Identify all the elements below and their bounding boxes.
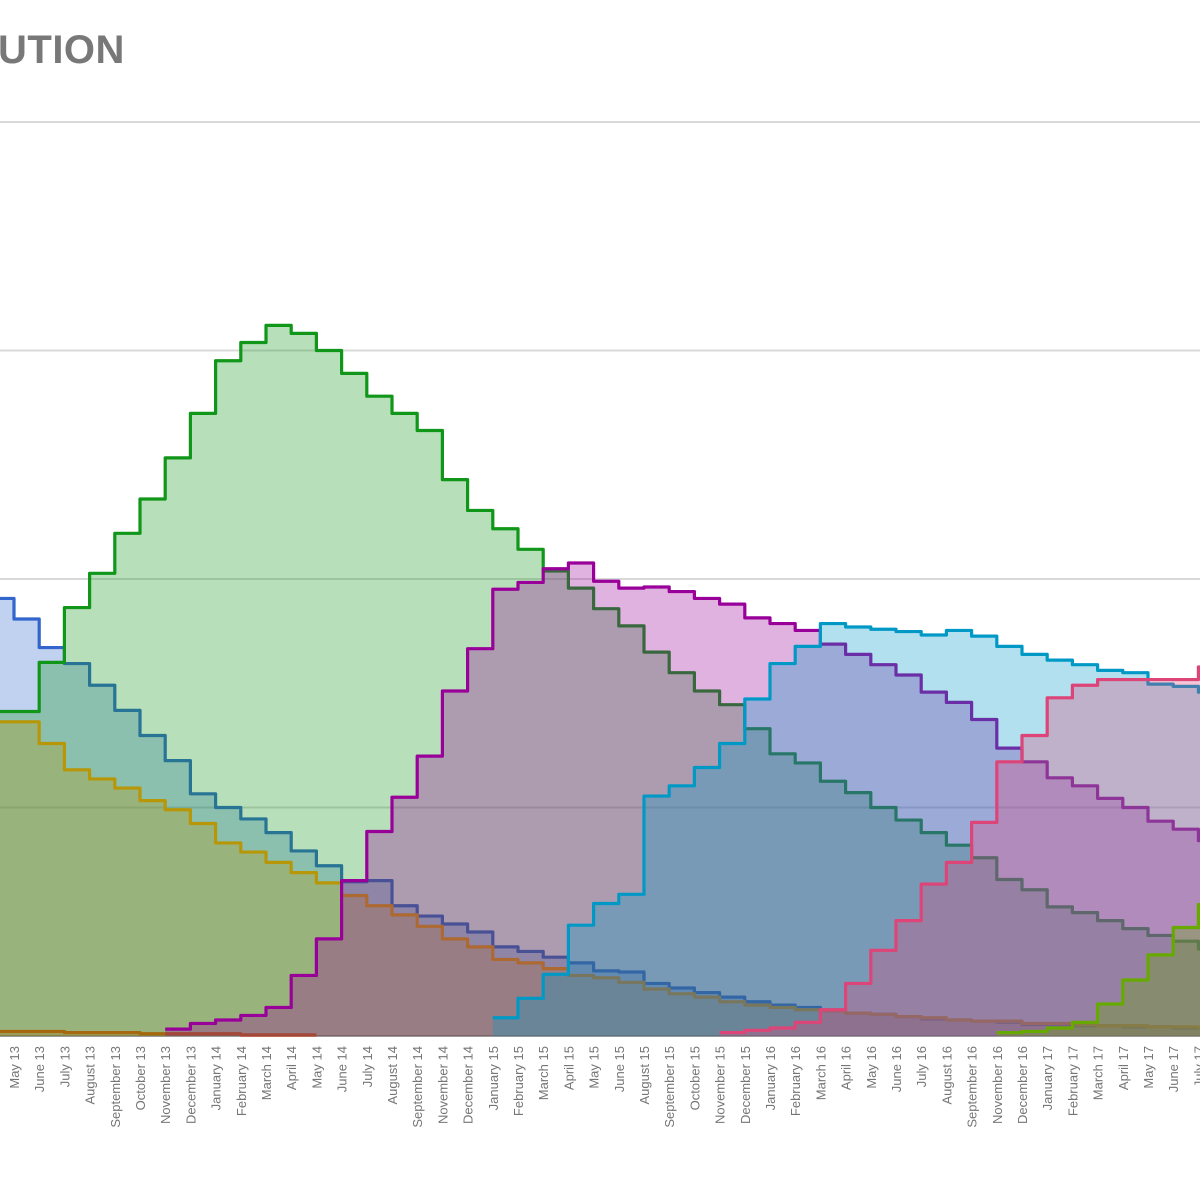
x-axis-label: May 15 [587, 1046, 602, 1089]
x-axis-label: August 13 [83, 1046, 98, 1105]
area-stroke-series-purple [165, 561, 1200, 1031]
x-axis-label: February 16 [788, 1046, 803, 1116]
x-axis-label: May 14 [309, 1046, 324, 1089]
x-axis-label: March 15 [536, 1046, 551, 1100]
x-axis-label: September 15 [662, 1046, 677, 1128]
x-axis-label: April 14 [284, 1046, 299, 1090]
x-axis-label: December 14 [461, 1046, 476, 1124]
x-axis-label: February 15 [511, 1046, 526, 1116]
area-fill-series-lightgreen [996, 904, 1200, 1036]
area-stroke-series-green [0, 323, 1200, 951]
x-axis-label: August 16 [939, 1046, 954, 1105]
x-axis-label: November 13 [158, 1046, 173, 1124]
x-axis-label: July 14 [360, 1046, 375, 1087]
x-axis-label: December 15 [738, 1046, 753, 1124]
x-axis-label: December 13 [183, 1046, 198, 1124]
x-axis-label: December 16 [1015, 1046, 1030, 1124]
x-axis-label: April 16 [839, 1046, 854, 1090]
x-axis-label: June 17 [1166, 1046, 1181, 1092]
area-fill-series-orange [0, 721, 1200, 1036]
x-axis-label: January 14 [209, 1046, 224, 1110]
area-fill-series-purple [165, 563, 1200, 1036]
x-axis-label: August 15 [637, 1046, 652, 1105]
area-fill-series-pink [719, 666, 1200, 1036]
x-axis-label: June 15 [612, 1046, 627, 1092]
x-axis-label: July 17 [1191, 1046, 1200, 1087]
x-axis-label: March 16 [813, 1046, 828, 1100]
x-axis-label: March 17 [1091, 1046, 1106, 1100]
x-axis-label: August 14 [385, 1046, 400, 1105]
x-axis-label: January 17 [1040, 1046, 1055, 1110]
x-axis-label: October 13 [133, 1046, 148, 1110]
x-axis-label: July 13 [57, 1046, 72, 1087]
x-axis-label: March 14 [259, 1046, 274, 1100]
area-stroke-series-pink [719, 665, 1200, 1035]
area-stroke-series-lightgreen [996, 903, 1200, 1035]
area-stroke-series-red [0, 1029, 317, 1037]
x-axis-label: January 16 [763, 1046, 778, 1110]
x-axis-label: September 13 [108, 1046, 123, 1128]
area-fill-series-cyan [492, 623, 1200, 1036]
x-axis-label: November 15 [713, 1046, 728, 1124]
area-stroke-series-cyan [492, 621, 1200, 1020]
x-axis-label: June 14 [335, 1046, 350, 1092]
x-axis-label: February 17 [1065, 1046, 1080, 1116]
x-axis-label: January 15 [486, 1046, 501, 1110]
x-axis-label: October 15 [687, 1046, 702, 1110]
page-title: UTION [0, 28, 125, 72]
area-fill-series-green [0, 325, 1200, 1036]
x-axis-label: July 16 [914, 1046, 929, 1087]
x-axis-label: May 16 [864, 1046, 879, 1089]
x-axis-label: June 13 [32, 1046, 47, 1092]
x-axis-label: February 14 [234, 1046, 249, 1116]
x-axis-label: May 13 [7, 1046, 22, 1089]
x-axis-label: April 17 [1116, 1046, 1131, 1090]
x-axis-label: November 14 [435, 1046, 450, 1124]
area-fill-series-blue [0, 598, 1200, 1036]
x-axis-label: September 16 [965, 1046, 980, 1128]
x-axis-label: April 15 [561, 1046, 576, 1090]
area-stroke-series-orange [0, 720, 1200, 1030]
x-axis-label: June 16 [889, 1046, 904, 1092]
x-axis-label: September 14 [410, 1046, 425, 1128]
x-axis-label: November 16 [990, 1046, 1005, 1124]
x-axis-label: May 17 [1141, 1046, 1156, 1089]
